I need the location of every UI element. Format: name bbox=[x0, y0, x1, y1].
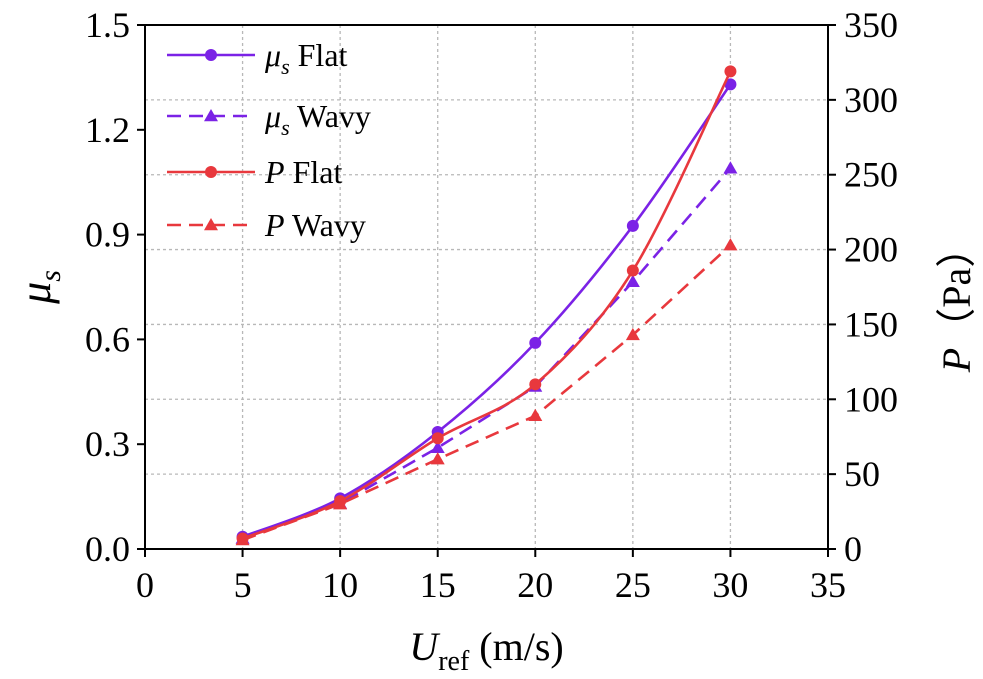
data-point-3-0 bbox=[235, 533, 250, 546]
x-tick-label: 35 bbox=[810, 565, 846, 605]
y-right-tick-label: 50 bbox=[844, 454, 880, 494]
x-tick-label: 5 bbox=[234, 565, 252, 605]
y-right-axis-label: P（Pa） bbox=[934, 228, 979, 373]
y-right-tick-label: 300 bbox=[844, 80, 898, 120]
y-left-tick-label: 1.5 bbox=[85, 5, 130, 45]
legend-item-3: P Wavy bbox=[167, 207, 366, 243]
data-point-2-2 bbox=[431, 432, 444, 445]
data-point-3-3 bbox=[528, 408, 543, 422]
data-point-1-2 bbox=[430, 440, 445, 453]
x-axis-label: Uref (m/s) bbox=[409, 624, 563, 677]
series-line-3 bbox=[242, 244, 732, 542]
data-point-3-5 bbox=[723, 238, 738, 251]
data-point-1-5 bbox=[723, 161, 738, 174]
x-tick-label: 20 bbox=[517, 565, 553, 605]
data-point-2-4 bbox=[626, 264, 639, 277]
legend-label: P Wavy bbox=[264, 207, 366, 243]
y-right-tick-label: 250 bbox=[844, 155, 898, 195]
series-line-0 bbox=[242, 83, 732, 538]
data-point-0-5 bbox=[724, 78, 737, 91]
legend-item-1: μs Wavy bbox=[167, 98, 371, 140]
y-right-tick-label: 150 bbox=[844, 304, 898, 344]
data-point-0-4 bbox=[626, 219, 639, 232]
plot-frame bbox=[144, 24, 829, 550]
data-point-3-4 bbox=[625, 327, 640, 341]
y-left-tick-label: 0.9 bbox=[85, 215, 130, 255]
legend-label: μs Wavy bbox=[264, 98, 371, 140]
x-tick-label: 10 bbox=[322, 565, 358, 605]
data-point-2-5 bbox=[724, 65, 737, 78]
data-point-3-1 bbox=[333, 497, 348, 510]
legend: μs Flat μs Wavy P Flat P Wavy bbox=[167, 37, 371, 243]
axis-labels: Uref (m/s) μs P（Pa） bbox=[11, 228, 979, 677]
series-line-2 bbox=[242, 70, 732, 540]
ticks: 0 5 10 15 20 25 30 35 0.0 0.3 0.6 0.9 1.2 1.5 0 50 100 15… bbox=[85, 5, 898, 605]
y-right-tick-label: 350 bbox=[844, 5, 898, 45]
x-tick-label: 25 bbox=[615, 565, 651, 605]
x-tick-label: 0 bbox=[136, 565, 154, 605]
axes bbox=[144, 24, 829, 550]
legend-marker bbox=[204, 218, 218, 231]
legend-label: μs Flat bbox=[264, 37, 348, 79]
series-layer bbox=[235, 65, 738, 546]
data-point-3-2 bbox=[430, 452, 445, 465]
y-left-tick-label: 0.0 bbox=[85, 529, 130, 569]
data-point-2-3 bbox=[529, 378, 542, 391]
series-line-1 bbox=[242, 167, 732, 540]
y-right-tick-label: 200 bbox=[844, 230, 898, 270]
y-left-axis-label: μs bbox=[11, 270, 67, 305]
y-left-tick-label: 1.2 bbox=[85, 110, 130, 150]
data-point-0-3 bbox=[529, 336, 542, 349]
grid bbox=[145, 25, 828, 549]
y-left-tick-label: 0.6 bbox=[85, 319, 130, 359]
legend-item-0: μs Flat bbox=[167, 37, 348, 79]
legend-item-2: P Flat bbox=[167, 154, 342, 190]
y-right-tick-label: 0 bbox=[844, 529, 862, 569]
legend-marker bbox=[205, 166, 217, 178]
y-right-tick-label: 100 bbox=[844, 379, 898, 419]
x-tick-label: 15 bbox=[420, 565, 456, 605]
x-tick-label: 30 bbox=[712, 565, 748, 605]
legend-marker bbox=[204, 109, 218, 122]
data-point-1-4 bbox=[625, 274, 640, 288]
legend-label: P Flat bbox=[264, 154, 342, 190]
legend-marker bbox=[205, 49, 217, 61]
y-left-tick-label: 0.3 bbox=[85, 424, 130, 464]
